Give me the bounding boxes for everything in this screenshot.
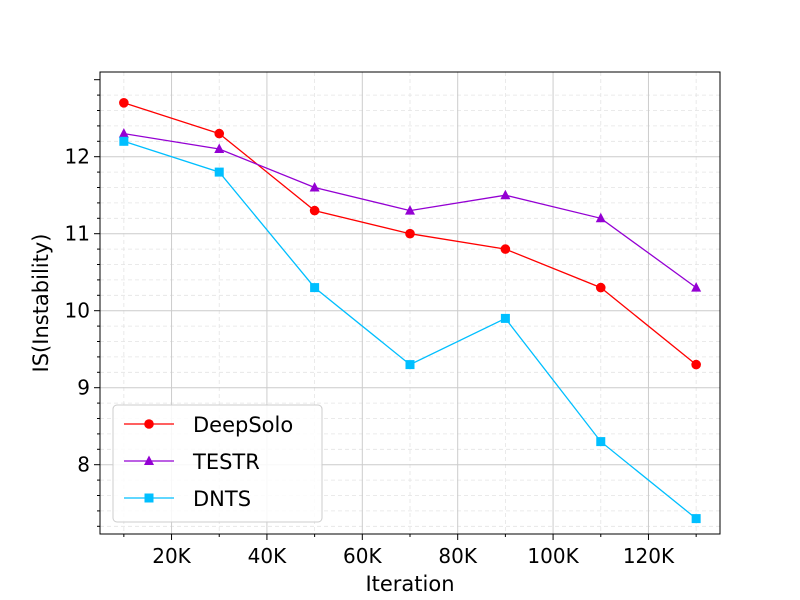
data-point-testr [214,143,225,153]
series-dnts [119,136,701,524]
data-point-testr [691,282,702,292]
x-tick-label: 120K [623,544,675,568]
data-point-dnts [214,167,224,177]
legend-label-dnts: DNTS [193,487,251,511]
y-tick-label: 9 [77,376,90,400]
legend: DeepSolo TESTR DNTS [112,404,323,523]
axis-ticks: 20K 40K 60K 80K 100K 120K 8 9 10 11 12 [65,79,697,568]
data-point-testr [500,189,511,200]
y-tick-label: 10 [65,299,90,323]
x-tick-label: 100K [527,544,579,568]
legend-box [112,404,323,523]
legend-item-testr: TESTR [124,450,260,474]
data-point-dnts [310,283,320,293]
x-tick-label: 40K [248,544,287,568]
legend-label-testr: TESTR [192,450,260,474]
data-point-dnts [119,136,129,146]
legend-label-deepsolo: DeepSolo [193,413,293,437]
x-tick-label: 80K [438,544,477,568]
data-point-testr [405,205,415,215]
data-point-deepsolo [309,205,320,216]
series-testr [118,128,702,292]
data-point-deepsolo [500,244,511,254]
y-tick-label: 12 [65,145,90,169]
series-layer [118,98,702,524]
major-grid [100,72,720,534]
data-point-deepsolo [595,282,606,293]
y-axis-label: IS(Instability) [29,234,53,373]
data-point-deepsolo [405,228,415,239]
data-point-testr [309,182,320,192]
x-tick-label: 20K [152,544,191,568]
series-deepsolo [119,98,701,370]
data-point-deepsolo [691,359,701,370]
legend-marker-deepsolo [144,419,154,429]
data-point-deepsolo [119,98,129,108]
x-axis-label: Iteration [365,572,454,596]
y-tick-label: 8 [77,453,90,477]
legend-item-dnts: DNTS [124,487,251,511]
data-point-deepsolo [214,128,225,139]
legend-marker-dnts [144,493,154,503]
data-point-dnts [500,313,510,323]
data-point-testr [118,128,129,138]
legend-marker-testr [144,455,154,465]
legend-item-deepsolo: DeepSolo [124,413,293,437]
data-point-dnts [405,360,415,370]
y-tick-label: 11 [65,222,90,246]
data-point-dnts [691,514,701,524]
data-point-testr [595,212,606,223]
data-point-dnts [596,437,606,447]
x-tick-label: 60K [343,544,382,568]
minor-grid [100,72,720,534]
